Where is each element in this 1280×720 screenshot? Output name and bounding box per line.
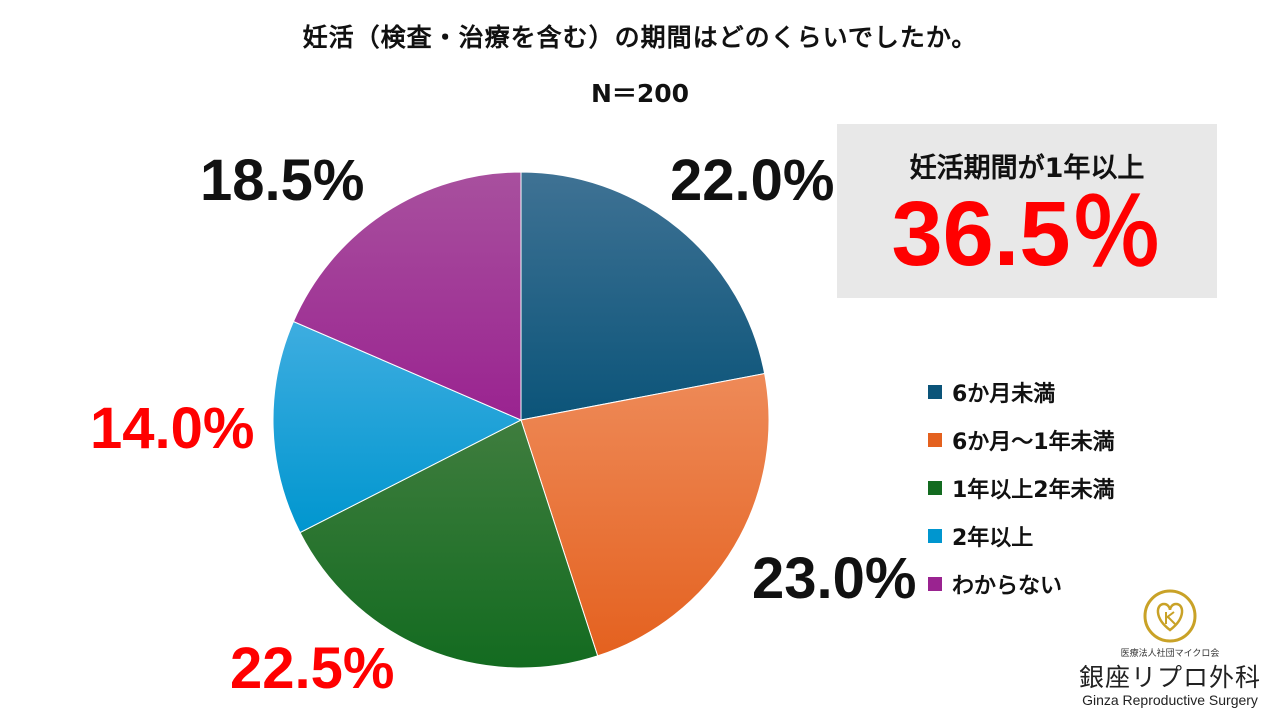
legend-label: 1年以上2年未満 (952, 478, 1115, 503)
logo-clinic-name: 銀座リプロ外科 (1078, 663, 1261, 692)
legend-label: 2年以上 (952, 526, 1034, 551)
legend-item: 6か月～1年未満 (928, 416, 1115, 464)
heart-logo-icon (1143, 589, 1197, 643)
legend-swatch (928, 481, 942, 495)
pie-slice-4 (272, 320, 523, 534)
callout-box: 妊活期間が1年以上 36.5％ (837, 124, 1217, 298)
chart-title: 妊活（検査・治療を含む）の期間はどのくらいでしたか。 (302, 23, 978, 52)
legend-label: 6か月～1年未満 (952, 430, 1115, 455)
legend-swatch (928, 529, 942, 543)
callout-label: 妊活期間が1年以上 (909, 153, 1145, 184)
callout-value: 36.5％ (891, 183, 1163, 285)
legend-swatch (928, 433, 942, 447)
slice-percent-label-1: 22.0% (670, 148, 835, 213)
legend-swatch (928, 385, 942, 399)
legend-label: 6か月未満 (952, 382, 1056, 407)
legend-item: 1年以上2年未満 (928, 464, 1115, 512)
slice-percent-label-2: 23.0% (752, 546, 917, 611)
pie-slice-1 (520, 171, 766, 421)
logo-org-name: 医療法人社団マイクロ会 (1120, 649, 1220, 659)
legend-item: 6か月未満 (928, 368, 1115, 416)
pie-slice-3 (299, 419, 599, 669)
slice-percent-label-5: 18.5% (200, 148, 365, 213)
slice-percent-label-3: 22.5% (230, 636, 395, 701)
logo-clinic-name-en: Ginza Reproductive Surgery (1082, 692, 1258, 708)
legend-item: 2年以上 (928, 512, 1115, 560)
legend-swatch (928, 577, 942, 591)
pie-slice-2 (520, 372, 770, 657)
pie-slice-5 (292, 171, 522, 421)
chart-subtitle: N＝200 (590, 79, 690, 108)
chart-legend: 6か月未満 6か月～1年未満 1年以上2年未満 2年以上わからない (928, 368, 1115, 608)
legend-label: わからない (952, 574, 1063, 599)
slice-percent-label-4: 14.0% (90, 396, 255, 461)
brand-logo: 医療法人社団マイクロ会 銀座リプロ外科 Ginza Reproductive S… (1070, 588, 1270, 713)
legend-item: わからない (928, 560, 1115, 608)
